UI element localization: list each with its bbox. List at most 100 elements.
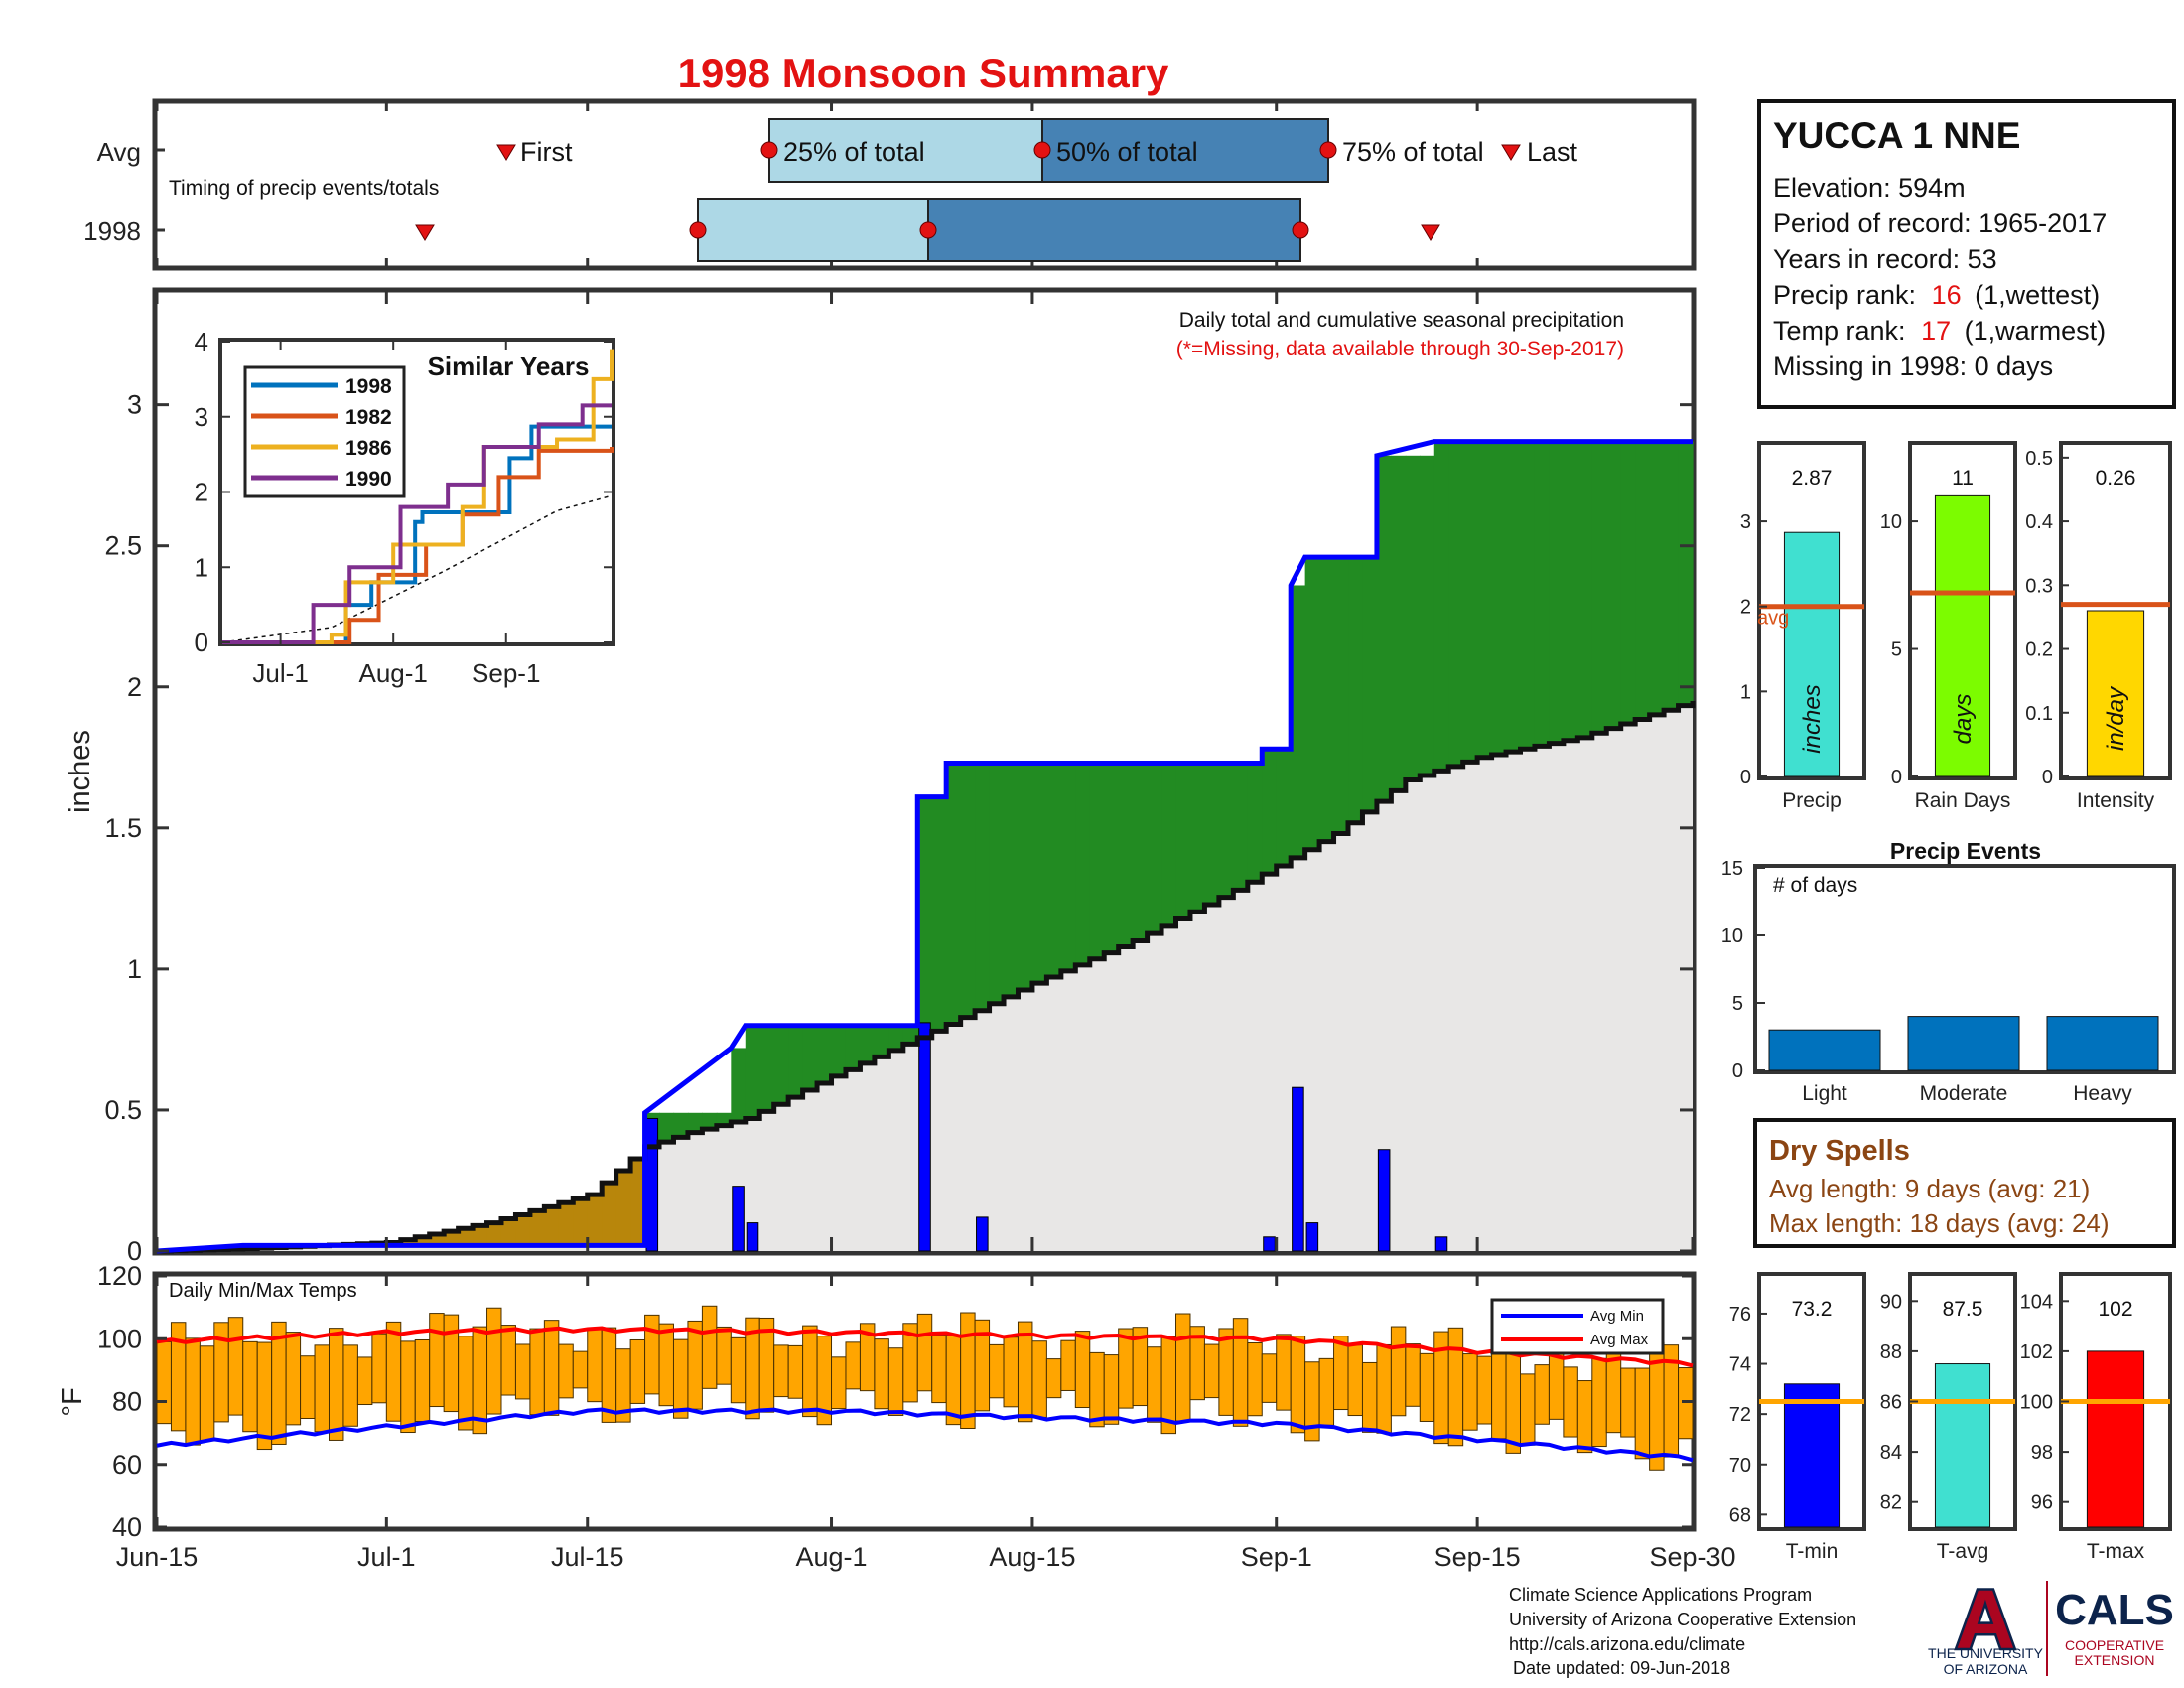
- precip-avg-cumulative-line: [157, 700, 1696, 1254]
- stat-label: Rain Days: [1915, 789, 2011, 812]
- events-ytick-label: 5: [1732, 993, 1743, 1015]
- stat-ytick-label: 1: [1740, 681, 1751, 703]
- stat-ytick-label: 84: [1880, 1442, 1902, 1464]
- precip-surplus-fill: [1462, 441, 1478, 763]
- precip-surplus-fill: [1348, 557, 1364, 823]
- daily-precip-bar: [918, 1022, 931, 1252]
- cals-logo-line-2: EXTENSION: [2075, 1652, 2155, 1668]
- x-axis-date-label: Jul-15: [551, 1542, 624, 1572]
- daily-temp-bar: [486, 1307, 502, 1415]
- main-note-2: (*=Missing, data available through 30-Se…: [1176, 338, 1624, 360]
- events-ytick-label: 10: [1721, 925, 1743, 947]
- stat-ytick-label: 76: [1729, 1304, 1751, 1326]
- daily-temp-bar: [629, 1338, 646, 1404]
- daily-temp-bar: [385, 1321, 402, 1422]
- daily-temp-bar: [887, 1347, 904, 1416]
- daily-temp-bar: [1376, 1343, 1392, 1434]
- daily-temp-bar: [371, 1333, 387, 1404]
- daily-temp-bar: [342, 1344, 358, 1427]
- svg-text:Precip rank: 16 (1: Precip rank: 16 (1,wettest): [1773, 280, 2100, 310]
- precip-surplus-fill: [1491, 441, 1507, 755]
- timing-avg-last-label: Last: [1527, 137, 1578, 167]
- temp-ytick-label: 120: [97, 1261, 142, 1291]
- daily-temp-bar: [916, 1313, 933, 1392]
- daily-temp-bar: [1419, 1352, 1435, 1422]
- precip-surplus-fill: [1420, 455, 1435, 775]
- events-ytick-label: 15: [1721, 858, 1743, 880]
- daily-temp-bar: [242, 1340, 258, 1433]
- daily-temp-bar: [1462, 1353, 1478, 1431]
- daily-temp-bar: [730, 1336, 747, 1404]
- inset-xtick-label: Sep-1: [472, 658, 540, 688]
- timing-1998-50-marker: [919, 221, 937, 239]
- precip-surplus-fill: [989, 763, 1005, 1004]
- precip-deficit-fill: [458, 1228, 474, 1246]
- timing-avg-75-marker: [1319, 141, 1337, 159]
- stat-value: 102: [2098, 1298, 2132, 1321]
- daily-temp-bar: [227, 1317, 244, 1416]
- precip-surplus-fill: [1075, 763, 1091, 965]
- precip-1998-cumulative-line: [156, 439, 1693, 1254]
- dry-spells-avg: Avg length: 9 days (avg: 21): [1769, 1174, 2090, 1203]
- precip-surplus-fill: [917, 796, 933, 1038]
- precip-surplus-fill: [687, 1112, 704, 1133]
- x-axis-date-label: Sep-15: [1434, 1542, 1521, 1572]
- stat-avg-label: avg: [1757, 608, 1789, 630]
- precip-surplus-fill: [1534, 441, 1551, 747]
- stat-bar-t-max: [2086, 1350, 2145, 1528]
- daily-temp-bar: [1232, 1318, 1249, 1427]
- stat-ytick-label: 98: [2031, 1442, 2053, 1464]
- timing-avg-25-label: 25% of total: [783, 137, 925, 167]
- inset-xtick-label: Aug-1: [358, 658, 427, 688]
- daily-temp-bar: [1390, 1326, 1407, 1417]
- daily-temp-bar: [314, 1344, 330, 1433]
- temp-label: Daily Min/Max Temps: [169, 1280, 357, 1302]
- daily-temp-bar: [945, 1335, 962, 1426]
- precip-surplus-fill: [1620, 441, 1636, 725]
- main-ytick-label: 2: [127, 672, 142, 702]
- daily-precip-bar: [1292, 1086, 1304, 1252]
- daily-temp-bar: [1118, 1328, 1134, 1409]
- temp-panel: 40 60 80 100 120 Daily Min/Max Temps °F Avg …: [57, 1261, 1697, 1542]
- timing-avg-last-marker: [1501, 144, 1521, 161]
- events-category-label: Moderate: [1920, 1082, 2008, 1105]
- precip-surplus-fill: [817, 1025, 833, 1083]
- inset-legend-label-1982: 1982: [345, 406, 392, 429]
- cals-logo-line-1: COOPERATIVE: [2065, 1637, 2164, 1653]
- stat-bar-rain-days: [1934, 494, 1991, 777]
- precip-surplus-fill: [1563, 441, 1578, 741]
- timing-1998-25-marker: [689, 221, 707, 239]
- inset-title: Similar Years: [428, 352, 590, 381]
- precip-deficit-fill: [415, 1236, 431, 1246]
- stat-ytick-label: 0.5: [2025, 448, 2053, 470]
- daily-temp-bar: [989, 1343, 1005, 1399]
- precip-deficit-fill: [500, 1218, 517, 1246]
- footer-line-4: Date updated: 09-Jun-2018: [1513, 1658, 1730, 1678]
- daily-temp-bar: [1031, 1340, 1047, 1418]
- precip-surplus-fill: [1477, 441, 1493, 758]
- stat-label: T-avg: [1937, 1540, 1989, 1563]
- main-ytick-label: 3: [127, 390, 142, 420]
- stat-panel-temp-stats-tmin: 68 70 72 74 76 73.2 T-min: [1729, 1272, 1866, 1563]
- dry-spells-panel: Dry Spells Avg length: 9 days (avg: 21) …: [1753, 1118, 2176, 1248]
- stat-ytick-label: 96: [2031, 1492, 2053, 1514]
- daily-temp-bar: [1563, 1366, 1578, 1438]
- events-bar-moderate: [1907, 1016, 2020, 1071]
- dry-spells-title: Dry Spells: [1769, 1135, 1910, 1167]
- stat-label: T-max: [2087, 1540, 2145, 1563]
- stat-ytick-label: 102: [2020, 1341, 2053, 1363]
- cals-logo: CALS COOPERATIVE EXTENSION: [2055, 1586, 2174, 1668]
- precip-avg-area: [157, 705, 1693, 1251]
- precip-surplus-fill: [1405, 455, 1421, 780]
- x-axis-date-label: Jul-1: [357, 1542, 416, 1572]
- daily-temp-bar: [543, 1320, 560, 1416]
- stat-ytick-label: 2: [1740, 597, 1751, 619]
- station-precip-rank-value: 16: [1932, 280, 1962, 310]
- precip-surplus-fill: [1175, 763, 1191, 919]
- precip-deficit-fill: [602, 1183, 617, 1246]
- stat-ytick-label: 104: [2020, 1291, 2053, 1313]
- precip-surplus-fill: [1147, 763, 1162, 934]
- precip-surplus-fill: [673, 1112, 689, 1138]
- main-ytick-label: 0.5: [104, 1095, 142, 1125]
- precip-surplus-fill: [659, 1112, 675, 1143]
